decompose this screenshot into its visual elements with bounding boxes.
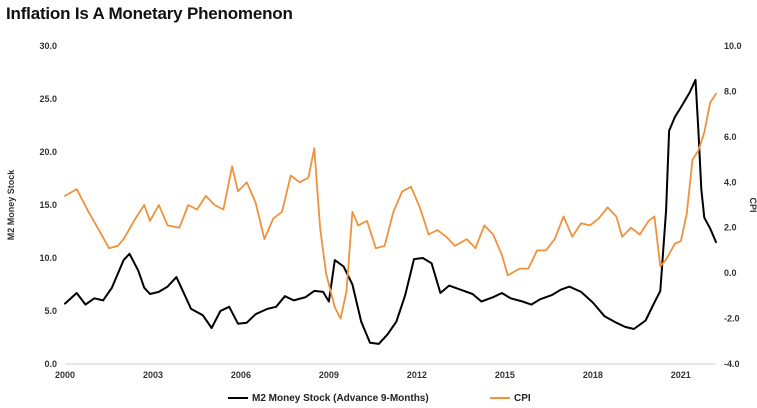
series-line-cpi bbox=[64, 92, 717, 320]
right-tick-label: -4.0 bbox=[724, 359, 740, 369]
right-tick-label: 10.0 bbox=[724, 41, 742, 51]
left-tick-label: 0.0 bbox=[44, 359, 57, 369]
right-tick-label: 2.0 bbox=[724, 223, 737, 233]
left-tick-label: 30.0 bbox=[39, 41, 57, 51]
right-axis-title: CPI bbox=[748, 197, 757, 212]
x-tick-label: 2003 bbox=[143, 370, 163, 380]
series-line-m2 bbox=[64, 78, 717, 345]
legend-label-cpi: CPI bbox=[514, 393, 531, 404]
x-tick-label: 2000 bbox=[55, 370, 75, 380]
left-tick-label: 20.0 bbox=[39, 147, 57, 157]
x-tick-label: 2015 bbox=[495, 370, 515, 380]
chart-title: Inflation Is A Monetary Phenomenon bbox=[6, 4, 293, 23]
x-tick-label: 2009 bbox=[319, 370, 339, 380]
left-tick-label: 10.0 bbox=[39, 253, 57, 263]
right-tick-label: 0.0 bbox=[724, 268, 737, 278]
legend: M2 Money Stock (Advance 9-Months) CPI bbox=[228, 393, 531, 404]
x-tick-label: 2012 bbox=[407, 370, 427, 380]
right-tick-label: 4.0 bbox=[724, 177, 737, 187]
x-tick-label: 2021 bbox=[671, 370, 691, 380]
left-tick-label: 15.0 bbox=[39, 200, 57, 210]
right-tick-label: 6.0 bbox=[724, 132, 737, 142]
x-tick-label: 2018 bbox=[583, 370, 603, 380]
series-lines bbox=[64, 78, 717, 345]
legend-label-m2: M2 Money Stock (Advance 9-Months) bbox=[252, 393, 429, 404]
left-tick-label: 5.0 bbox=[44, 306, 57, 316]
left-tick-label: 25.0 bbox=[39, 94, 57, 104]
right-tick-label: -2.0 bbox=[724, 314, 740, 324]
tick-labels: 0.0 5.0 10.0 15.0 20.0 25.0 30.0 -4.0 -2.0 0.0 2.0… bbox=[39, 41, 741, 380]
left-axis-title: M2 Money Stock bbox=[6, 169, 16, 241]
right-tick-label: 8.0 bbox=[724, 86, 737, 96]
x-tick-label: 2006 bbox=[231, 370, 251, 380]
